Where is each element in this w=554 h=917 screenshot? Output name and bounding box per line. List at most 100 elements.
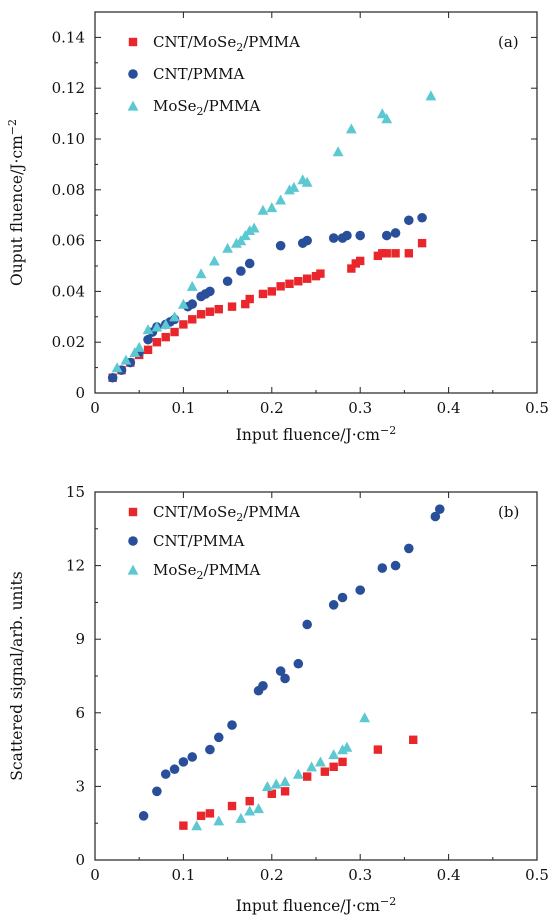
legend-marker: [128, 507, 138, 517]
x-tick-label: 0: [90, 866, 100, 884]
y-tick-label: 0.06: [52, 232, 85, 250]
data-point: [267, 789, 276, 798]
legend-label: CNT/MoSe2/PMMA: [153, 33, 300, 54]
legend-marker: [127, 100, 139, 111]
panel-label: (b): [498, 503, 519, 521]
y-tick-label: 0.04: [52, 282, 85, 300]
y-axis-label: Scattered signal/arb. units: [8, 571, 26, 780]
data-point: [355, 230, 366, 241]
series-triangle: [191, 712, 371, 831]
data-point: [214, 304, 223, 314]
y-tick-label: 6: [75, 704, 85, 722]
data-point: [332, 146, 344, 157]
data-point: [244, 258, 255, 269]
data-point: [169, 311, 180, 322]
data-point: [280, 673, 290, 684]
data-point: [302, 235, 312, 246]
data-point: [275, 666, 286, 676]
data-point: [191, 820, 203, 831]
x-tick-label: 0.5: [525, 399, 549, 417]
data-point: [288, 181, 300, 192]
data-point: [253, 803, 264, 814]
x-tick-label: 0: [90, 399, 100, 417]
y-tick-label: 0.02: [52, 333, 85, 351]
data-point: [359, 712, 371, 723]
data-point: [373, 251, 383, 261]
data-point: [129, 346, 141, 357]
series-circle: [107, 212, 427, 383]
data-point: [258, 289, 268, 299]
data-point: [227, 720, 237, 730]
legend-label: CNT/PMMA: [153, 532, 244, 550]
data-point: [409, 735, 418, 744]
x-axis-label: Input fluence/J·cm−2: [236, 895, 396, 915]
data-point: [381, 230, 392, 241]
data-point: [302, 772, 312, 781]
data-point: [222, 242, 233, 253]
x-tick-label: 0.1: [171, 866, 195, 884]
data-point: [239, 230, 251, 241]
data-point: [302, 274, 312, 283]
legend-label: CNT/PMMA: [153, 65, 244, 83]
series-circle: [138, 504, 445, 821]
x-tick-label: 0.5: [525, 866, 549, 884]
data-point: [425, 90, 437, 101]
x-tick-label: 0.1: [171, 399, 195, 417]
data-point: [294, 277, 303, 286]
y-tick-label: 0.12: [52, 79, 85, 97]
data-point: [373, 745, 383, 754]
data-point: [208, 255, 220, 266]
legend-label: MoSe2/PMMA: [153, 561, 260, 582]
data-point: [275, 194, 287, 205]
y-axis-label: Ouput fluence/J·cm−2: [6, 119, 26, 286]
data-point: [417, 212, 427, 223]
data-point: [430, 511, 441, 522]
data-point: [169, 764, 180, 775]
data-point: [143, 345, 153, 355]
legend-marker: [128, 69, 138, 79]
data-point: [267, 287, 276, 296]
x-tick-label: 0.4: [437, 866, 461, 884]
data-point: [378, 249, 387, 258]
data-point: [133, 341, 145, 352]
data-point: [266, 202, 278, 213]
y-tick-label: 9: [75, 630, 85, 648]
data-point: [186, 280, 198, 291]
data-point: [301, 176, 313, 187]
data-point: [178, 757, 189, 767]
data-point: [227, 302, 237, 311]
data-point: [152, 338, 162, 347]
x-axis-label: Input fluence/J·cm−2: [236, 424, 396, 444]
data-point: [196, 310, 206, 319]
data-point: [347, 264, 356, 273]
data-point: [138, 811, 149, 821]
data-point: [356, 256, 365, 266]
data-point: [160, 769, 171, 779]
data-point: [195, 268, 207, 279]
data-point: [241, 299, 250, 309]
data-point: [275, 240, 286, 251]
data-point: [390, 560, 401, 571]
data-point: [276, 282, 285, 291]
data-point: [222, 276, 233, 287]
data-point: [160, 319, 172, 330]
data-point: [244, 225, 256, 236]
data-point: [205, 286, 215, 297]
data-point: [187, 752, 198, 762]
data-point: [345, 123, 357, 134]
data-point: [244, 805, 256, 816]
data-point: [315, 756, 326, 767]
data-point: [279, 776, 291, 787]
data-point: [377, 563, 388, 573]
y-tick-label: 0.14: [52, 28, 85, 46]
data-point: [245, 294, 254, 304]
data-point: [170, 327, 179, 337]
x-tick-label: 0.3: [348, 399, 372, 417]
data-point: [257, 204, 269, 215]
data-point: [205, 809, 215, 818]
data-point: [151, 321, 163, 332]
data-point: [258, 681, 268, 691]
x-tick-label: 0.2: [260, 399, 284, 417]
data-point: [338, 757, 347, 767]
